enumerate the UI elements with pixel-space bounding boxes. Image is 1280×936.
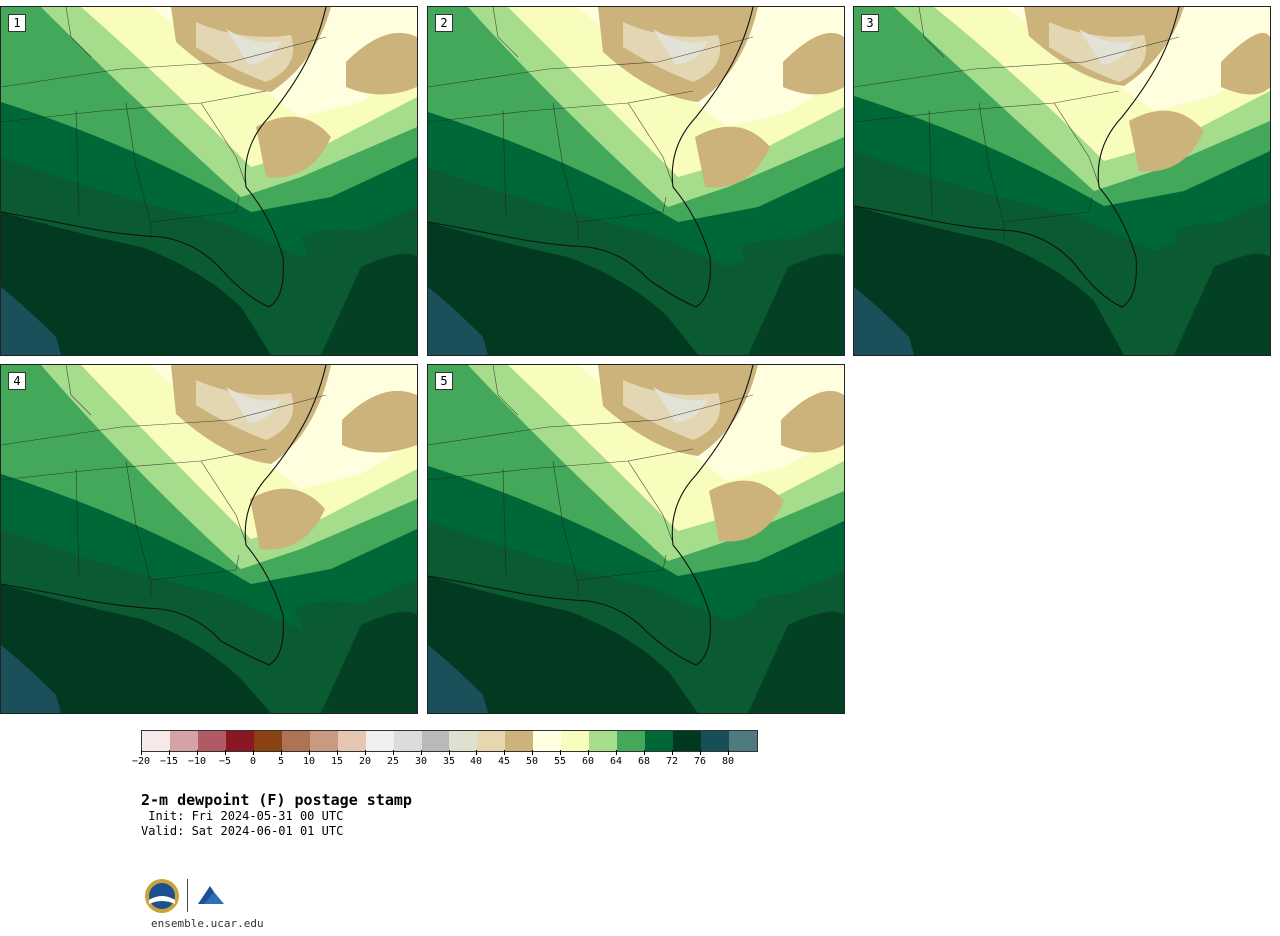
ncar-logo-icon [198, 886, 224, 904]
colorbar-tick [728, 750, 729, 755]
colorbar-tick [309, 750, 310, 755]
colorbar-tick-label: 55 [553, 756, 567, 767]
colorbar-tick-label: 68 [637, 756, 651, 767]
colorbar-tick-label: −20 [131, 756, 151, 767]
map-panel-5[interactable]: 5 [427, 364, 845, 714]
dewpoint-colorbar [141, 730, 758, 752]
panel-number-label: 3 [861, 14, 879, 32]
map-panel-2[interactable]: 2 [427, 6, 845, 356]
colorbar-tick-label: 80 [721, 756, 735, 767]
colorbar-swatch [701, 731, 730, 751]
colorbar-tick [588, 750, 589, 755]
colorbar-tick-label: −5 [218, 756, 232, 767]
chart-title: 2-m dewpoint (F) postage stamp [141, 791, 412, 809]
map-panel-1[interactable]: 1 [0, 6, 418, 356]
sponsor-logos [144, 876, 284, 916]
colorbar-tick-label: 30 [414, 756, 428, 767]
colorbar-tick-label: 45 [497, 756, 511, 767]
colorbar-swatch [449, 731, 478, 751]
site-url: ensemble.ucar.edu [151, 917, 264, 930]
colorbar-swatch [169, 731, 198, 751]
colorbar-tick [169, 750, 170, 755]
colorbar-tick [253, 750, 254, 755]
colorbar-tick-label: 60 [581, 756, 595, 767]
map-panel-4[interactable]: 4 [0, 364, 418, 714]
colorbar-swatch [729, 731, 757, 751]
colorbar-tick [365, 750, 366, 755]
colorbar-swatch [617, 731, 646, 751]
colorbar-tick [337, 750, 338, 755]
colorbar-tick-label: 15 [330, 756, 344, 767]
colorbar-swatch [673, 731, 702, 751]
colorbar-tick [560, 750, 561, 755]
dewpoint-map-4 [1, 365, 417, 713]
logo-divider [187, 879, 188, 912]
colorbar-tick [225, 750, 226, 755]
dewpoint-map-5 [428, 365, 844, 713]
dewpoint-map-3 [854, 7, 1270, 355]
colorbar-swatch [337, 731, 366, 751]
colorbar-tick-label: 10 [302, 756, 316, 767]
colorbar-tick [141, 750, 142, 755]
colorbar-tick-label: 5 [277, 756, 285, 767]
colorbar-tick [644, 750, 645, 755]
colorbar-tick [449, 750, 450, 755]
colorbar-tick-label: 72 [665, 756, 679, 767]
colorbar-tick-label: 20 [358, 756, 372, 767]
colorbar-swatch [533, 731, 562, 751]
colorbar-tick-label: 35 [442, 756, 456, 767]
colorbar-tick-labels: −20 −15 −10 −5 0 5 10 15 20 25 30 35 40 45 50 55 60 64 68 7… [132, 750, 756, 770]
colorbar-tick [476, 750, 477, 755]
colorbar-tick [504, 750, 505, 755]
colorbar-swatch [365, 731, 394, 751]
valid-time: Valid: Sat 2024-06-01 01 UTC [141, 824, 344, 838]
colorbar-tick [393, 750, 394, 755]
colorbar-swatch [561, 731, 590, 751]
map-panel-3[interactable]: 3 [853, 6, 1271, 356]
colorbar-tick [532, 750, 533, 755]
colorbar-tick-label: −15 [159, 756, 179, 767]
colorbar-swatch [281, 731, 310, 751]
colorbar-swatch [421, 731, 450, 751]
colorbar-swatch [142, 731, 170, 751]
colorbar-tick-label: −10 [187, 756, 207, 767]
panel-number-label: 2 [435, 14, 453, 32]
colorbar-swatch [309, 731, 338, 751]
colorbar-swatch [393, 731, 422, 751]
panel-number-label: 5 [435, 372, 453, 390]
colorbar-tick [616, 750, 617, 755]
nsf-logo-icon [145, 879, 179, 913]
colorbar-tick-label: 64 [609, 756, 623, 767]
colorbar-tick-label: 25 [386, 756, 400, 767]
colorbar-swatch [589, 731, 618, 751]
colorbar-swatch [645, 731, 674, 751]
colorbar-tick-label: 50 [525, 756, 539, 767]
colorbar-swatch [477, 731, 506, 751]
colorbar-swatch [505, 731, 534, 751]
dewpoint-map-2 [428, 7, 844, 355]
colorbar-tick [672, 750, 673, 755]
panel-number-label: 1 [8, 14, 26, 32]
colorbar-tick [700, 750, 701, 755]
colorbar-swatch [225, 731, 254, 751]
colorbar-swatch [197, 731, 226, 751]
colorbar-tick [421, 750, 422, 755]
colorbar-tick-label: 0 [249, 756, 257, 767]
colorbar-swatch [253, 731, 282, 751]
colorbar-tick [197, 750, 198, 755]
colorbar-tick [281, 750, 282, 755]
init-time: Init: Fri 2024-05-31 00 UTC [141, 809, 344, 823]
colorbar-tick-label: 40 [469, 756, 483, 767]
dewpoint-map-1 [1, 7, 417, 355]
panel-number-label: 4 [8, 372, 26, 390]
colorbar-tick-label: 76 [693, 756, 707, 767]
